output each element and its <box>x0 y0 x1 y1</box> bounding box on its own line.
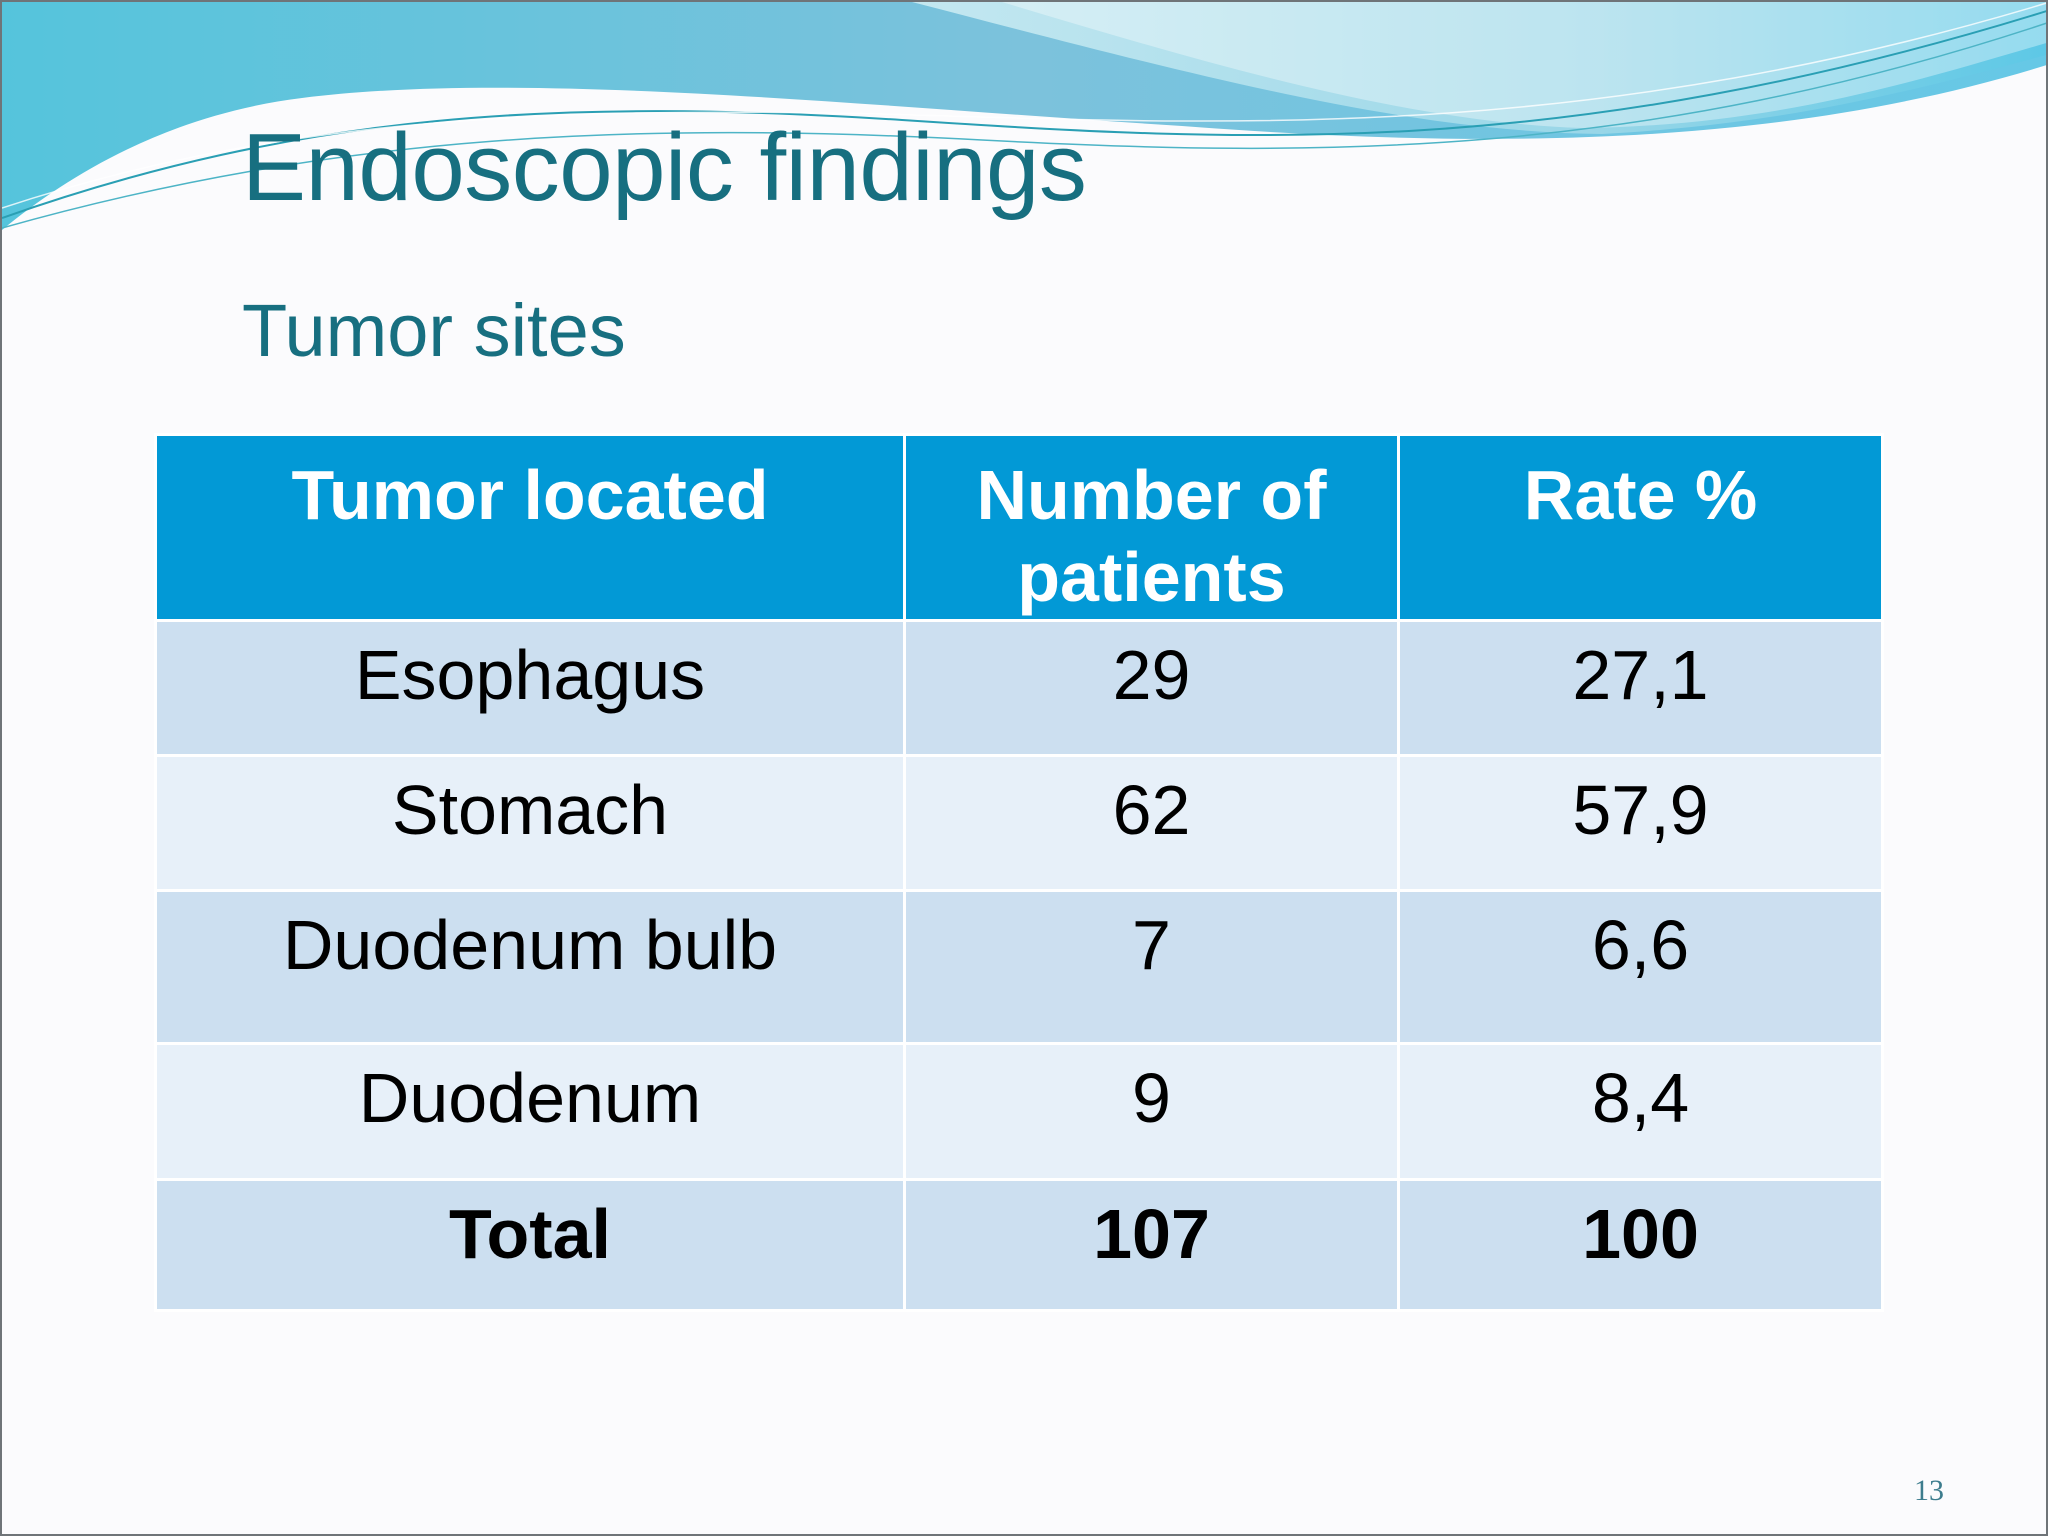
table-row: Duodenum bulb 7 6,6 <box>154 889 1884 1045</box>
cell-rate: 8,4 <box>1397 1042 1884 1181</box>
cell-patient-count: 9 <box>903 1042 1400 1181</box>
table-header-row: Tumor located Number of patients Rate % <box>154 433 1884 622</box>
cell-location: Stomach <box>154 754 906 892</box>
cell-rate: 6,6 <box>1397 889 1884 1045</box>
cell-rate: 57,9 <box>1397 754 1884 892</box>
cell-location: Esophagus <box>154 619 906 757</box>
table-row-total: Total 107 100 <box>154 1178 1884 1312</box>
tumor-sites-table: Tumor located Number of patients Rate % … <box>154 433 1884 1312</box>
slide-subtitle: Tumor sites <box>242 289 626 372</box>
cell-patient-count: 29 <box>903 619 1400 757</box>
page-number: 13 <box>1914 1474 1944 1507</box>
table-row: Esophagus 29 27,1 <box>154 619 1884 757</box>
cell-patient-count: 107 <box>903 1178 1400 1312</box>
header-rate-percent: Rate % <box>1397 433 1884 622</box>
cell-location: Total <box>154 1178 906 1312</box>
table-row: Stomach 62 57,9 <box>154 754 1884 892</box>
cell-patient-count: 7 <box>903 889 1400 1045</box>
cell-patient-count: 62 <box>903 754 1400 892</box>
cell-rate: 100 <box>1397 1178 1884 1312</box>
header-number-of-patients: Number of patients <box>903 433 1400 622</box>
header-wave-decoration <box>2 2 2046 230</box>
cell-rate: 27,1 <box>1397 619 1884 757</box>
header-tumor-located: Tumor located <box>154 433 906 622</box>
cell-location: Duodenum <box>154 1042 906 1181</box>
slide-title: Endoscopic findings <box>242 114 1087 221</box>
table-row: Duodenum 9 8,4 <box>154 1042 1884 1181</box>
cell-location: Duodenum bulb <box>154 889 906 1045</box>
